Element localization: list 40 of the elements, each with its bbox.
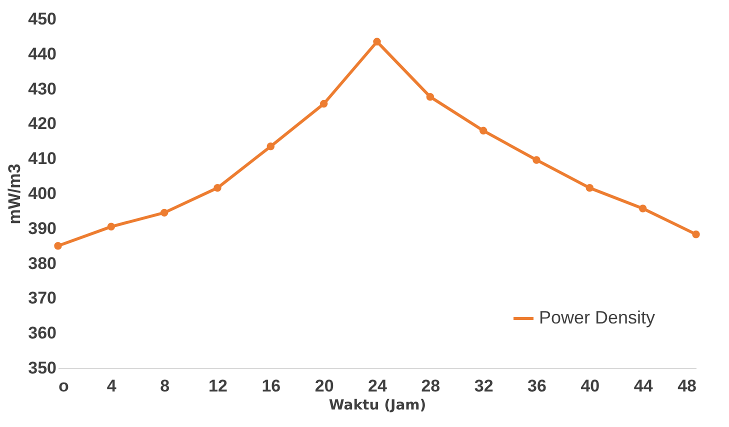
y-tick-label: 390 xyxy=(28,218,56,238)
point xyxy=(479,126,488,135)
x-tick-label: 28 xyxy=(421,376,440,396)
x-tick-label: 8 xyxy=(160,376,170,396)
x-tick-label: 36 xyxy=(528,376,546,396)
point xyxy=(160,208,168,217)
x-tick-label: o xyxy=(58,376,69,396)
y-tick-label: 360 xyxy=(28,324,56,343)
y-tick-label: 450 xyxy=(28,10,56,28)
y-tick-label: 370 xyxy=(28,288,56,308)
x-tick-label: 16 xyxy=(262,376,281,396)
point xyxy=(692,230,700,238)
y-tick-label: 440 xyxy=(28,44,56,64)
x-tick-label: 4 xyxy=(106,376,117,396)
point xyxy=(214,184,222,192)
y-tick-label: 400 xyxy=(28,184,56,203)
x-tick-label: 12 xyxy=(208,376,228,396)
x-tick-label: 32 xyxy=(474,376,494,396)
x-tick-label: 20 xyxy=(314,376,334,396)
y-tick-label: 410 xyxy=(28,149,56,168)
point xyxy=(532,156,540,164)
point xyxy=(638,204,647,212)
y-tick-label: 420 xyxy=(28,114,56,134)
x-tick-label: 40 xyxy=(580,376,600,396)
y-tick-label: 430 xyxy=(28,79,56,98)
point xyxy=(266,142,275,150)
y-axis-title: mW/m3 xyxy=(5,164,24,224)
point xyxy=(320,100,328,108)
point xyxy=(426,92,434,101)
x-tick-label: 24 xyxy=(368,376,388,396)
y-tick-label: 380 xyxy=(28,254,56,273)
x-tick-label: 44 xyxy=(634,376,654,396)
point xyxy=(54,242,62,250)
point xyxy=(373,38,381,46)
x-axis-title: Waktu (Jam) xyxy=(328,398,426,414)
x-tick-label: 48 xyxy=(678,376,696,396)
y-tick-label: 350 xyxy=(28,358,56,378)
point xyxy=(586,184,594,192)
point xyxy=(107,222,116,231)
legend-label: Power Density xyxy=(539,308,656,328)
